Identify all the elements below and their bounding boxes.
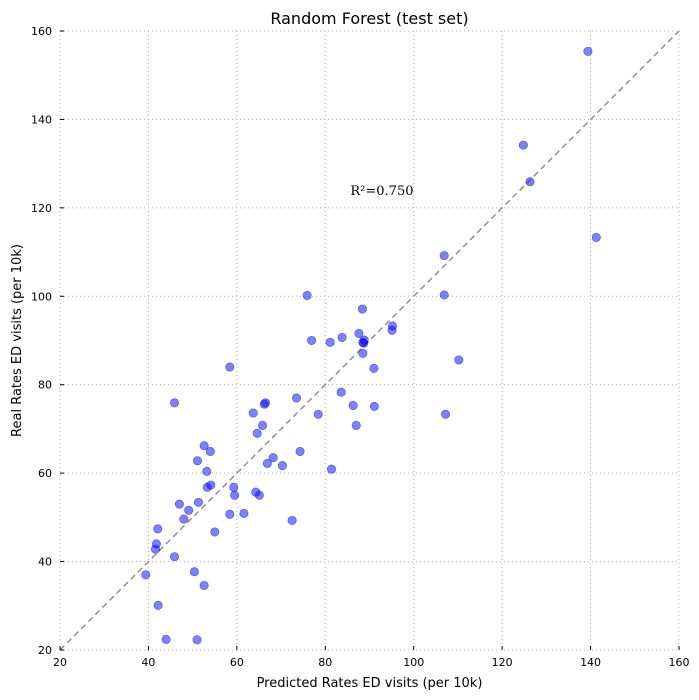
data-point	[295, 446, 305, 456]
data-point	[357, 304, 367, 314]
data-point	[583, 46, 593, 56]
data-point	[359, 338, 369, 348]
data-point	[193, 497, 203, 507]
data-point	[192, 635, 202, 645]
data-point	[161, 634, 171, 644]
data-point	[351, 420, 361, 430]
data-point	[287, 515, 297, 525]
data-point	[258, 420, 268, 430]
data-point	[179, 514, 189, 524]
data-point	[369, 363, 379, 373]
data-point	[358, 348, 368, 358]
data-point	[174, 499, 184, 509]
data-point	[302, 290, 312, 300]
data-point	[199, 580, 209, 590]
data-point	[277, 461, 287, 471]
data-point	[193, 456, 203, 466]
y-tick-label: 160	[31, 25, 52, 38]
data-point	[313, 409, 323, 419]
data-point	[348, 400, 358, 410]
data-point	[336, 387, 346, 397]
data-point	[261, 398, 271, 408]
y-tick-label: 140	[31, 113, 52, 126]
data-point	[439, 251, 449, 261]
data-point	[189, 567, 199, 577]
y-axis-label: Real Rates ED visits (per 10k)	[10, 244, 25, 437]
data-point	[292, 393, 302, 403]
x-tick-label: 60	[230, 656, 244, 669]
data-point	[262, 458, 272, 468]
data-point	[518, 140, 528, 150]
x-tick-label: 140	[580, 656, 601, 669]
data-point	[354, 328, 364, 338]
chart-title: Random Forest (test set)	[270, 9, 468, 28]
data-point	[591, 232, 601, 242]
r-squared-annotation: R²=0.750	[350, 184, 413, 199]
data-point	[230, 490, 240, 500]
data-point	[170, 552, 180, 562]
data-point	[239, 508, 249, 518]
x-tick-label: 120	[492, 656, 513, 669]
data-point	[387, 325, 397, 335]
data-point	[205, 446, 215, 456]
data-point	[141, 570, 151, 580]
data-point	[248, 408, 258, 418]
identity-reference-line	[59, 30, 680, 651]
x-tick-label: 100	[403, 656, 424, 669]
y-tick-label: 20	[38, 644, 52, 657]
data-point	[229, 482, 239, 492]
data-point	[153, 524, 163, 534]
data-point	[210, 527, 220, 537]
data-point	[151, 544, 161, 554]
data-point	[268, 453, 278, 463]
data-point	[525, 177, 535, 187]
data-point	[199, 441, 209, 451]
y-tick-label: 40	[38, 556, 52, 569]
data-point	[369, 401, 379, 411]
data-point	[337, 332, 347, 342]
x-tick-label: 80	[318, 656, 332, 669]
x-axis-ticks: 20 40 60 80 100 120 140 160	[53, 646, 690, 669]
data-point	[252, 428, 262, 438]
x-tick-label: 160	[669, 656, 690, 669]
x-axis-label: Predicted Rates ED visits (per 10k)	[257, 676, 483, 691]
x-tick-label: 20	[53, 656, 67, 669]
y-axis-ticks: 20 40 60 80 100 120 140 160	[31, 25, 64, 657]
data-point	[439, 290, 449, 300]
y-tick-label: 60	[38, 467, 52, 480]
data-point	[206, 480, 216, 490]
data-point	[153, 600, 163, 610]
data-point	[170, 398, 180, 408]
data-point	[184, 505, 194, 515]
data-point	[307, 335, 317, 345]
y-tick-label: 120	[31, 202, 52, 215]
data-point	[325, 337, 335, 347]
data-point	[326, 464, 336, 474]
data-point	[441, 409, 451, 419]
data-point	[454, 355, 464, 365]
y-tick-label: 100	[31, 290, 52, 303]
data-point	[225, 509, 235, 519]
data-point	[225, 362, 235, 372]
data-point	[254, 490, 264, 500]
x-tick-label: 40	[141, 656, 155, 669]
data-point	[202, 466, 212, 476]
y-tick-label: 80	[38, 379, 52, 392]
data-points	[141, 46, 601, 645]
